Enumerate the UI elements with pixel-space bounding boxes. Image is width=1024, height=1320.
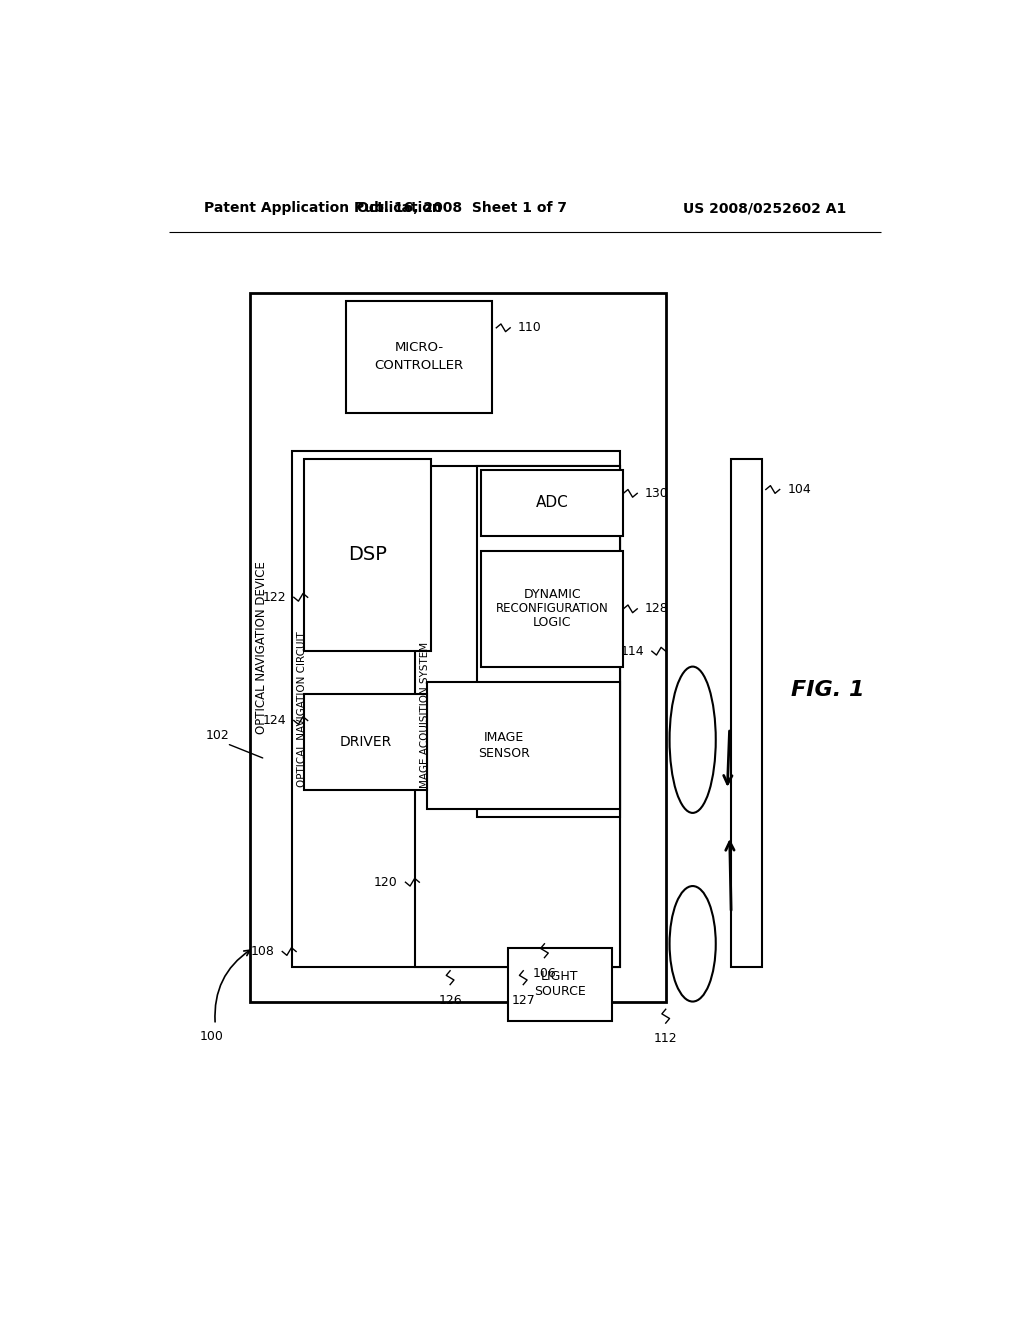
Text: RECONFIGURATION: RECONFIGURATION	[496, 602, 608, 615]
Text: MICRO-: MICRO-	[394, 341, 443, 354]
Bar	[731, 459, 762, 966]
Bar	[304, 459, 431, 651]
Text: DYNAMIC: DYNAMIC	[523, 589, 581, 602]
Text: 104: 104	[787, 483, 811, 496]
Bar	[731, 459, 762, 966]
Text: 114: 114	[621, 644, 644, 657]
Bar	[346, 301, 493, 413]
Text: 112: 112	[654, 1032, 678, 1045]
Text: 120: 120	[374, 875, 397, 888]
Text: DSP: DSP	[348, 545, 387, 565]
Text: Patent Application Publication: Patent Application Publication	[204, 202, 441, 215]
Text: DRIVER: DRIVER	[339, 735, 391, 748]
Text: 106: 106	[532, 966, 556, 979]
Bar	[477, 466, 620, 817]
Text: IMAGE ACQUISITION SYSTEM: IMAGE ACQUISITION SYSTEM	[420, 642, 430, 791]
Text: LIGHT: LIGHT	[541, 970, 579, 983]
Text: 122: 122	[262, 591, 286, 603]
Text: 128: 128	[645, 602, 669, 615]
Text: 124: 124	[262, 714, 286, 727]
Text: US 2008/0252602 A1: US 2008/0252602 A1	[683, 202, 847, 215]
Text: 130: 130	[645, 487, 669, 500]
Text: CONTROLLER: CONTROLLER	[375, 359, 464, 372]
Bar	[481, 552, 624, 667]
Bar	[508, 948, 611, 1020]
Text: 102: 102	[206, 730, 229, 742]
Text: OPTICAL NAVIGATION DEVICE: OPTICAL NAVIGATION DEVICE	[255, 561, 268, 734]
Text: 127: 127	[511, 994, 536, 1007]
Text: SENSOR: SENSOR	[478, 747, 530, 760]
Bar	[427, 682, 620, 809]
Bar	[481, 470, 624, 536]
Text: IMAGE: IMAGE	[484, 731, 524, 744]
Text: Oct. 16, 2008  Sheet 1 of 7: Oct. 16, 2008 Sheet 1 of 7	[356, 202, 566, 215]
Text: 126: 126	[438, 994, 462, 1007]
Text: 100: 100	[200, 1030, 223, 1043]
Text: SOURCE: SOURCE	[534, 986, 586, 998]
Text: LOGIC: LOGIC	[532, 616, 571, 630]
Text: FIG. 1: FIG. 1	[792, 680, 864, 700]
Text: 110: 110	[518, 321, 542, 334]
Text: OPTICAL NAVIGATION CIRCUIT: OPTICAL NAVIGATION CIRCUIT	[297, 631, 307, 787]
Text: ADC: ADC	[536, 495, 568, 511]
Bar	[304, 693, 427, 789]
Bar	[250, 293, 666, 1002]
Text: 108: 108	[251, 945, 274, 958]
Ellipse shape	[670, 886, 716, 1002]
Bar	[416, 466, 620, 966]
Bar	[292, 451, 620, 966]
Ellipse shape	[670, 667, 716, 813]
